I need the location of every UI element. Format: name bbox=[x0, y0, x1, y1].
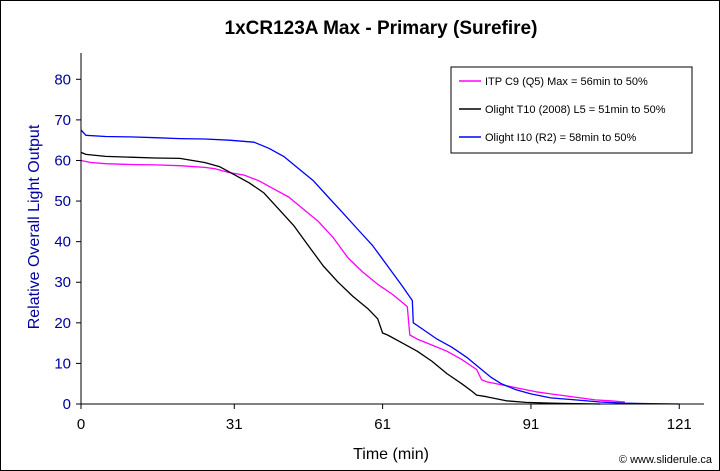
x-axis-title: Time (min) bbox=[353, 446, 429, 463]
y-tick-label: 30 bbox=[54, 274, 71, 291]
y-tick-label: 10 bbox=[54, 355, 71, 372]
y-tick-label: 20 bbox=[54, 315, 71, 332]
y-axis-title: Relative Overall Light Output bbox=[26, 124, 43, 329]
legend-label-3: Olight I10 (R2) = 58min to 50% bbox=[485, 132, 637, 144]
series-line-1 bbox=[80, 159, 625, 403]
y-tick-label: 70 bbox=[54, 112, 71, 129]
y-tick-label: 40 bbox=[54, 234, 71, 251]
legend-label-1: ITP C9 (Q5) Max = 56min to 50% bbox=[485, 76, 648, 88]
series-group bbox=[80, 129, 680, 405]
y-tick-label: 60 bbox=[54, 152, 71, 169]
x-tick-label: 61 bbox=[374, 416, 391, 433]
x-tick-label: 31 bbox=[226, 416, 243, 433]
legend-label-2: Olight T10 (2008) L5 = 51min to 50% bbox=[485, 104, 666, 116]
x-tick-label: 0 bbox=[77, 416, 85, 433]
legend-box bbox=[450, 66, 693, 154]
series-line-2 bbox=[80, 151, 601, 405]
legend: ITP C9 (Q5) Max = 56min to 50% Olight T10… bbox=[450, 66, 693, 154]
x-tick-label: 121 bbox=[667, 416, 692, 433]
axes-group: 0 10 20 30 40 50 60 70 80 0 31 61 91 121 bbox=[54, 53, 704, 433]
y-tick-label: 0 bbox=[63, 396, 71, 413]
y-tick-label: 50 bbox=[54, 193, 71, 210]
copyright-text: © www.sliderule.ca bbox=[619, 454, 713, 466]
x-tick-label: 91 bbox=[523, 416, 540, 433]
chart-title: 1xCR123A Max - Primary (Surefire) bbox=[225, 18, 538, 39]
series-line-3 bbox=[80, 129, 680, 405]
y-tick-label: 80 bbox=[54, 71, 71, 88]
